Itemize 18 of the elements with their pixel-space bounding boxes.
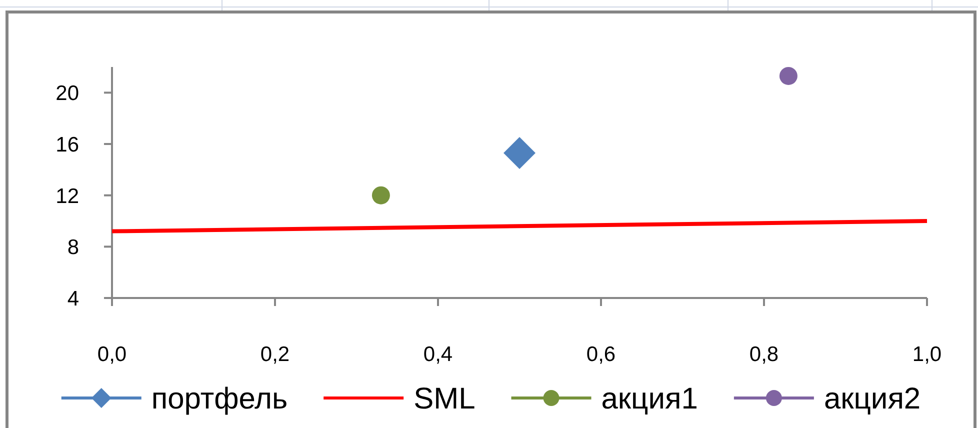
x-tick-label: 0,6 xyxy=(586,343,616,366)
y-tick-label: 4 xyxy=(67,288,80,311)
point xyxy=(779,66,798,85)
y-tick-label: 12 xyxy=(56,184,79,208)
x-tick-label: 0,8 xyxy=(749,343,779,366)
legend-label: портфель xyxy=(151,382,288,416)
x-tick-label: 0,0 xyxy=(97,343,127,366)
y-tick-label: 16 xyxy=(56,134,79,157)
point xyxy=(504,136,536,169)
x-tick-label: 0,2 xyxy=(260,343,290,366)
legend-label: акция1 xyxy=(601,382,698,416)
y-tick-label: 20 xyxy=(56,82,79,106)
legend-label: акция2 xyxy=(824,382,921,416)
x-tick-label: 1,0 xyxy=(912,343,942,366)
y-tick-label: 8 xyxy=(67,236,79,260)
legend-label: SML xyxy=(414,382,476,416)
point xyxy=(372,186,390,204)
x-tick-label: 0,4 xyxy=(423,343,453,366)
